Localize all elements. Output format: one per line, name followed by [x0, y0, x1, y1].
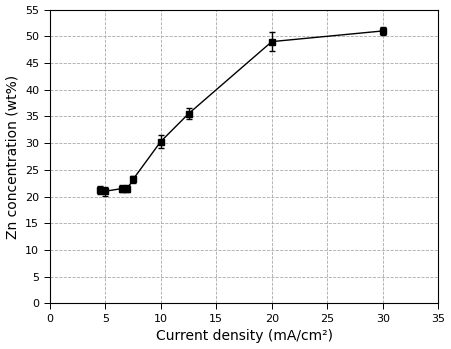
X-axis label: Current density (mA/cm²): Current density (mA/cm²) [156, 329, 332, 343]
Y-axis label: Zn concentration (wt%): Zn concentration (wt%) [5, 74, 19, 239]
